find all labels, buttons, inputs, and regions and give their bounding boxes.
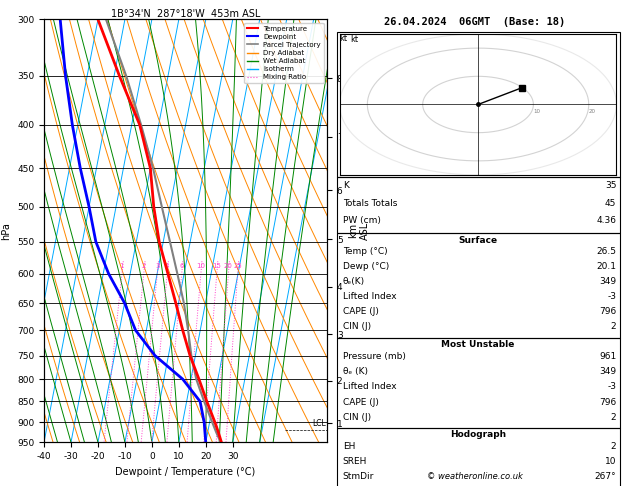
Text: Totals Totals: Totals Totals — [343, 199, 397, 208]
Text: CIN (J): CIN (J) — [343, 413, 371, 422]
Text: Surface: Surface — [459, 236, 498, 245]
Text: 961: 961 — [599, 352, 616, 362]
Text: 267°: 267° — [595, 472, 616, 482]
Text: 45: 45 — [605, 199, 616, 208]
Text: 2: 2 — [611, 322, 616, 331]
Text: EH: EH — [343, 442, 355, 451]
Text: 3: 3 — [155, 263, 160, 269]
Text: Most Unstable: Most Unstable — [442, 340, 515, 349]
Text: Temp (°C): Temp (°C) — [343, 247, 387, 256]
Text: CAPE (J): CAPE (J) — [343, 398, 379, 407]
Text: StmDir: StmDir — [343, 472, 374, 482]
Text: 4.36: 4.36 — [596, 216, 616, 226]
Text: 10: 10 — [533, 109, 540, 114]
Text: 349: 349 — [599, 277, 616, 286]
Text: 26.04.2024  06GMT  (Base: 18): 26.04.2024 06GMT (Base: 18) — [384, 17, 565, 27]
Title: 1B°34'N  287°18'W  453m ASL: 1B°34'N 287°18'W 453m ASL — [111, 9, 260, 18]
Text: PW (cm): PW (cm) — [343, 216, 381, 226]
Text: -3: -3 — [608, 292, 616, 301]
Text: kt: kt — [351, 35, 359, 45]
X-axis label: Dewpoint / Temperature (°C): Dewpoint / Temperature (°C) — [116, 467, 255, 477]
Text: 2: 2 — [142, 263, 146, 269]
Legend: Temperature, Dewpoint, Parcel Trajectory, Dry Adiabat, Wet Adiabat, Isotherm, Mi: Temperature, Dewpoint, Parcel Trajectory… — [245, 23, 323, 83]
Text: kt: kt — [340, 34, 348, 43]
Text: 349: 349 — [599, 367, 616, 377]
Text: 796: 796 — [599, 398, 616, 407]
Text: K: K — [343, 181, 348, 191]
Text: θₑ (K): θₑ (K) — [343, 367, 368, 377]
Text: 35: 35 — [605, 181, 616, 191]
Text: 15: 15 — [213, 263, 221, 269]
Text: 20: 20 — [589, 109, 596, 114]
Text: -3: -3 — [608, 382, 616, 392]
Text: 10: 10 — [605, 457, 616, 467]
Y-axis label: km
ASL: km ASL — [348, 222, 370, 240]
Text: 2: 2 — [611, 413, 616, 422]
Text: LCL: LCL — [313, 419, 326, 428]
Y-axis label: hPa: hPa — [1, 222, 11, 240]
Text: Lifted Index: Lifted Index — [343, 292, 396, 301]
Text: 1: 1 — [120, 263, 124, 269]
Text: SREH: SREH — [343, 457, 367, 467]
Text: 796: 796 — [599, 307, 616, 316]
Text: Hodograph: Hodograph — [450, 430, 506, 439]
Text: 20: 20 — [224, 263, 233, 269]
Text: θₑ(K): θₑ(K) — [343, 277, 365, 286]
Text: 26.5: 26.5 — [596, 247, 616, 256]
Text: 25: 25 — [233, 263, 242, 269]
Text: © weatheronline.co.uk: © weatheronline.co.uk — [427, 472, 523, 481]
Text: Pressure (mb): Pressure (mb) — [343, 352, 406, 362]
Text: 6: 6 — [179, 263, 184, 269]
Text: 2: 2 — [611, 442, 616, 451]
Text: 4: 4 — [165, 263, 169, 269]
Text: 20.1: 20.1 — [596, 262, 616, 271]
Text: Dewp (°C): Dewp (°C) — [343, 262, 389, 271]
Text: CIN (J): CIN (J) — [343, 322, 371, 331]
Text: Lifted Index: Lifted Index — [343, 382, 396, 392]
Text: CAPE (J): CAPE (J) — [343, 307, 379, 316]
Text: 10: 10 — [196, 263, 206, 269]
